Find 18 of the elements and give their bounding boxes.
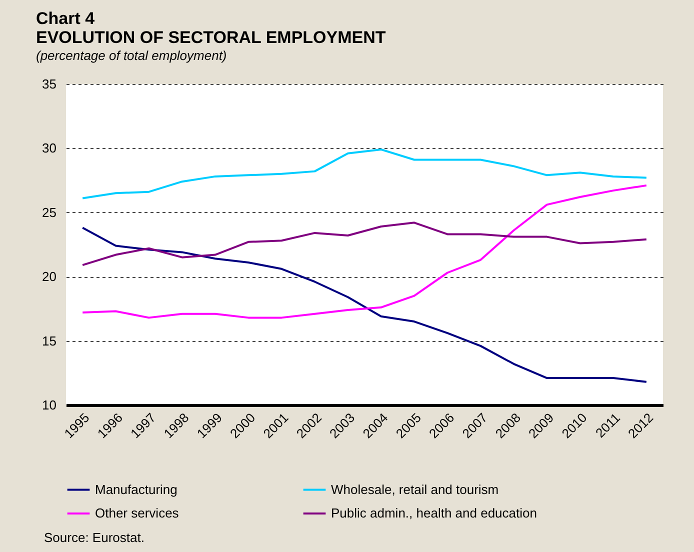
y-tick-label: 25 xyxy=(42,204,56,220)
line-series xyxy=(82,184,648,319)
legend-label: Public admin., health and education xyxy=(331,506,537,520)
line-series xyxy=(82,222,648,266)
chart-title: Chart 4 xyxy=(36,9,96,28)
y-tick-label: 35 xyxy=(42,76,56,92)
y-axis-title: (percentage of total employment) xyxy=(36,48,227,63)
legend-label: Wholesale, retail and tourism xyxy=(331,482,499,497)
y-tick-label: 20 xyxy=(42,269,56,284)
line-series xyxy=(82,148,648,200)
line-series xyxy=(82,226,648,383)
legend-label: Manufacturing xyxy=(95,482,178,497)
y-tick-label: 15 xyxy=(42,333,56,348)
legend-label: Other services xyxy=(95,506,180,520)
y-tick-label: 10 xyxy=(42,398,56,412)
y-tick-label: 30 xyxy=(42,140,56,156)
source-note: Source: Eurostat. xyxy=(44,530,144,545)
chart-subtitle: EVOLUTION OF SECTORAL EMPLOYMENT xyxy=(36,28,386,47)
